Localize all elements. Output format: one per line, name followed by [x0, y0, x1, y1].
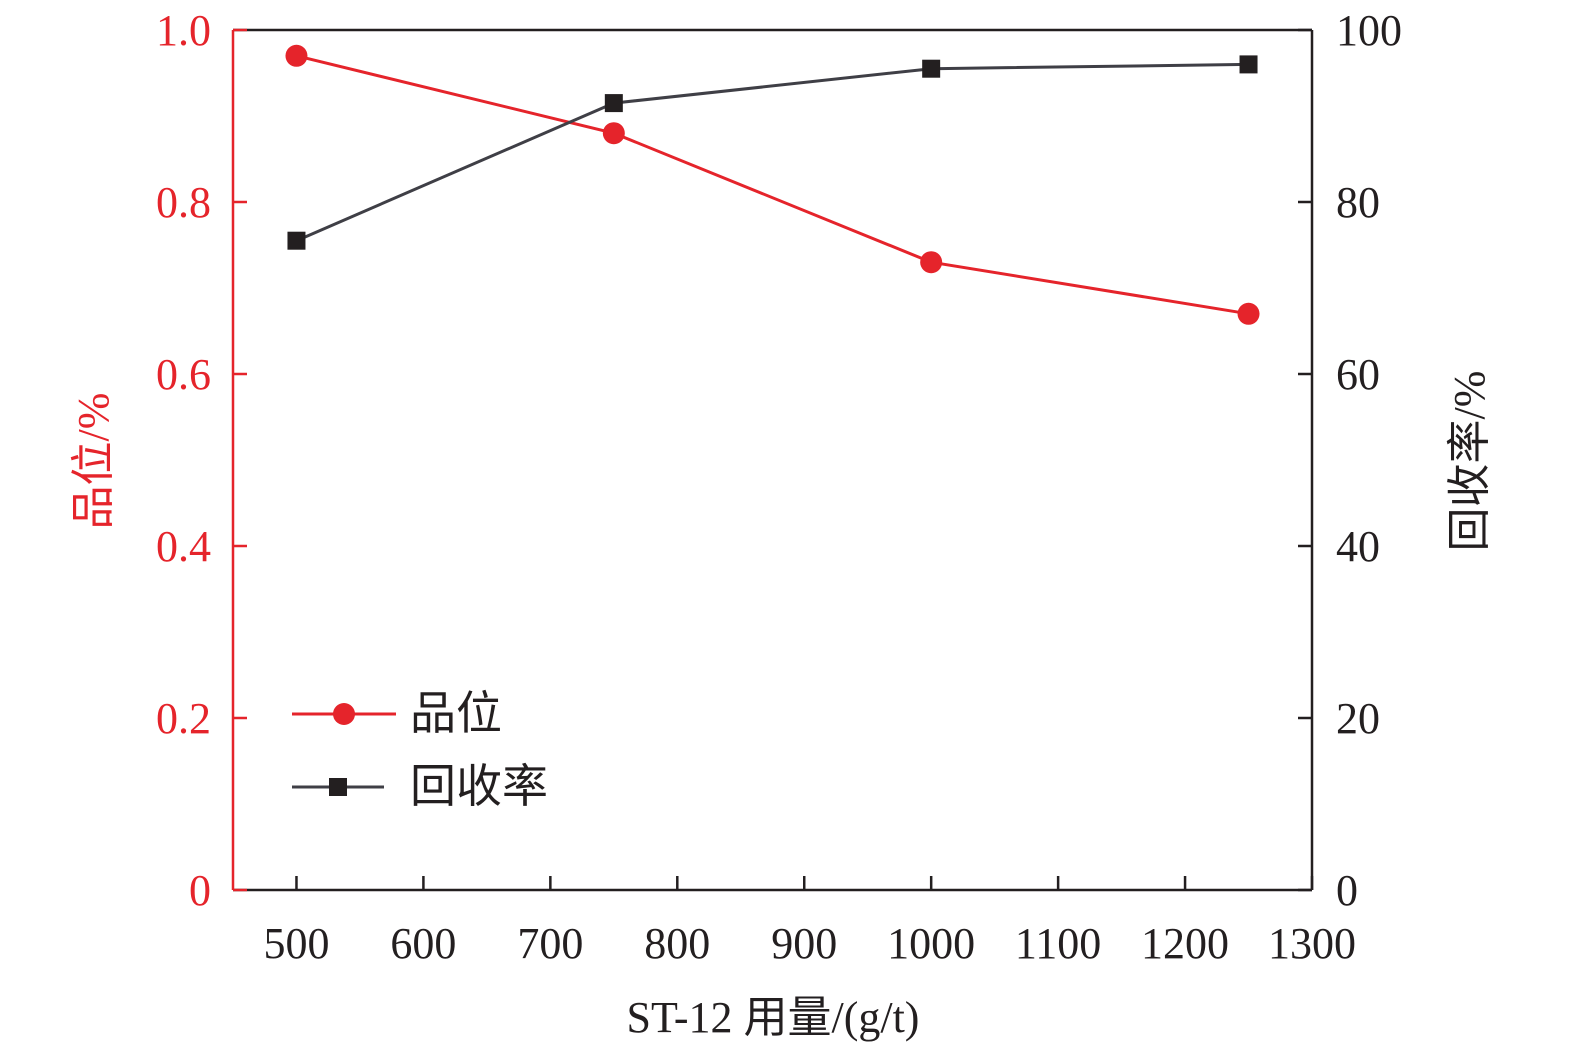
left-y-tick-label: 0 — [189, 866, 211, 915]
left-y-tick-label: 1.0 — [156, 6, 211, 55]
x-tick-label: 1000 — [887, 919, 975, 968]
right-y-tick-label: 40 — [1336, 522, 1380, 571]
left-y-tick-label: 0.2 — [156, 694, 211, 743]
x-tick-label: 700 — [517, 919, 583, 968]
data-point-recovery — [287, 231, 306, 250]
right-y-axis-title: 回收率/% — [1445, 371, 1494, 552]
legend: 品位 回收率 — [292, 688, 548, 812]
data-point-grade — [602, 122, 625, 145]
x-axis-title: ST-12 用量/(g/t) — [627, 993, 920, 1042]
x-tick-label: 600 — [390, 919, 456, 968]
series-line-grade — [296, 54, 1249, 316]
data-point-recovery — [1239, 55, 1258, 74]
legend-label-grade: 品位 — [410, 688, 502, 739]
data-point-recovery — [922, 59, 941, 78]
data-point-grade — [920, 251, 943, 274]
x-tick-label: 1300 — [1268, 919, 1356, 968]
right-y-tick-label: 60 — [1336, 350, 1380, 399]
right-y-tick-label: 20 — [1336, 694, 1380, 743]
data-point-recovery — [604, 94, 623, 113]
legend-marker-recovery — [329, 778, 347, 796]
plot-frame — [231, 28, 1314, 892]
series-markers — [285, 44, 1260, 325]
x-tick-label: 1100 — [1015, 919, 1101, 968]
legend-marker-grade — [333, 703, 355, 725]
left-y-tick-label: 0.4 — [156, 522, 211, 571]
right-y-tick-label: 0 — [1336, 866, 1358, 915]
right-y-tick-label: 80 — [1336, 178, 1380, 227]
data-point-grade — [1237, 302, 1260, 325]
left-y-axis: 0 0.2 0.4 0.6 0.8 1.0 — [156, 6, 247, 915]
data-point-grade — [285, 44, 308, 67]
series-line-recovery — [295, 62, 1249, 243]
right-y-tick-label: 100 — [1336, 6, 1402, 55]
left-y-tick-label: 0.6 — [156, 350, 211, 399]
x-axis-ticks: 500 600 700 800 900 1000 1100 1200 1300 — [263, 876, 1356, 968]
x-tick-label: 1200 — [1141, 919, 1229, 968]
x-tick-label: 500 — [263, 919, 329, 968]
x-tick-label: 900 — [771, 919, 837, 968]
left-y-axis-title: 品位/% — [69, 393, 118, 530]
x-tick-label: 800 — [644, 919, 710, 968]
right-y-axis: 0 20 40 60 80 100 — [1298, 6, 1402, 915]
left-y-tick-label: 0.8 — [156, 178, 211, 227]
legend-label-recovery: 回收率 — [410, 761, 548, 812]
series-lines — [295, 54, 1249, 316]
